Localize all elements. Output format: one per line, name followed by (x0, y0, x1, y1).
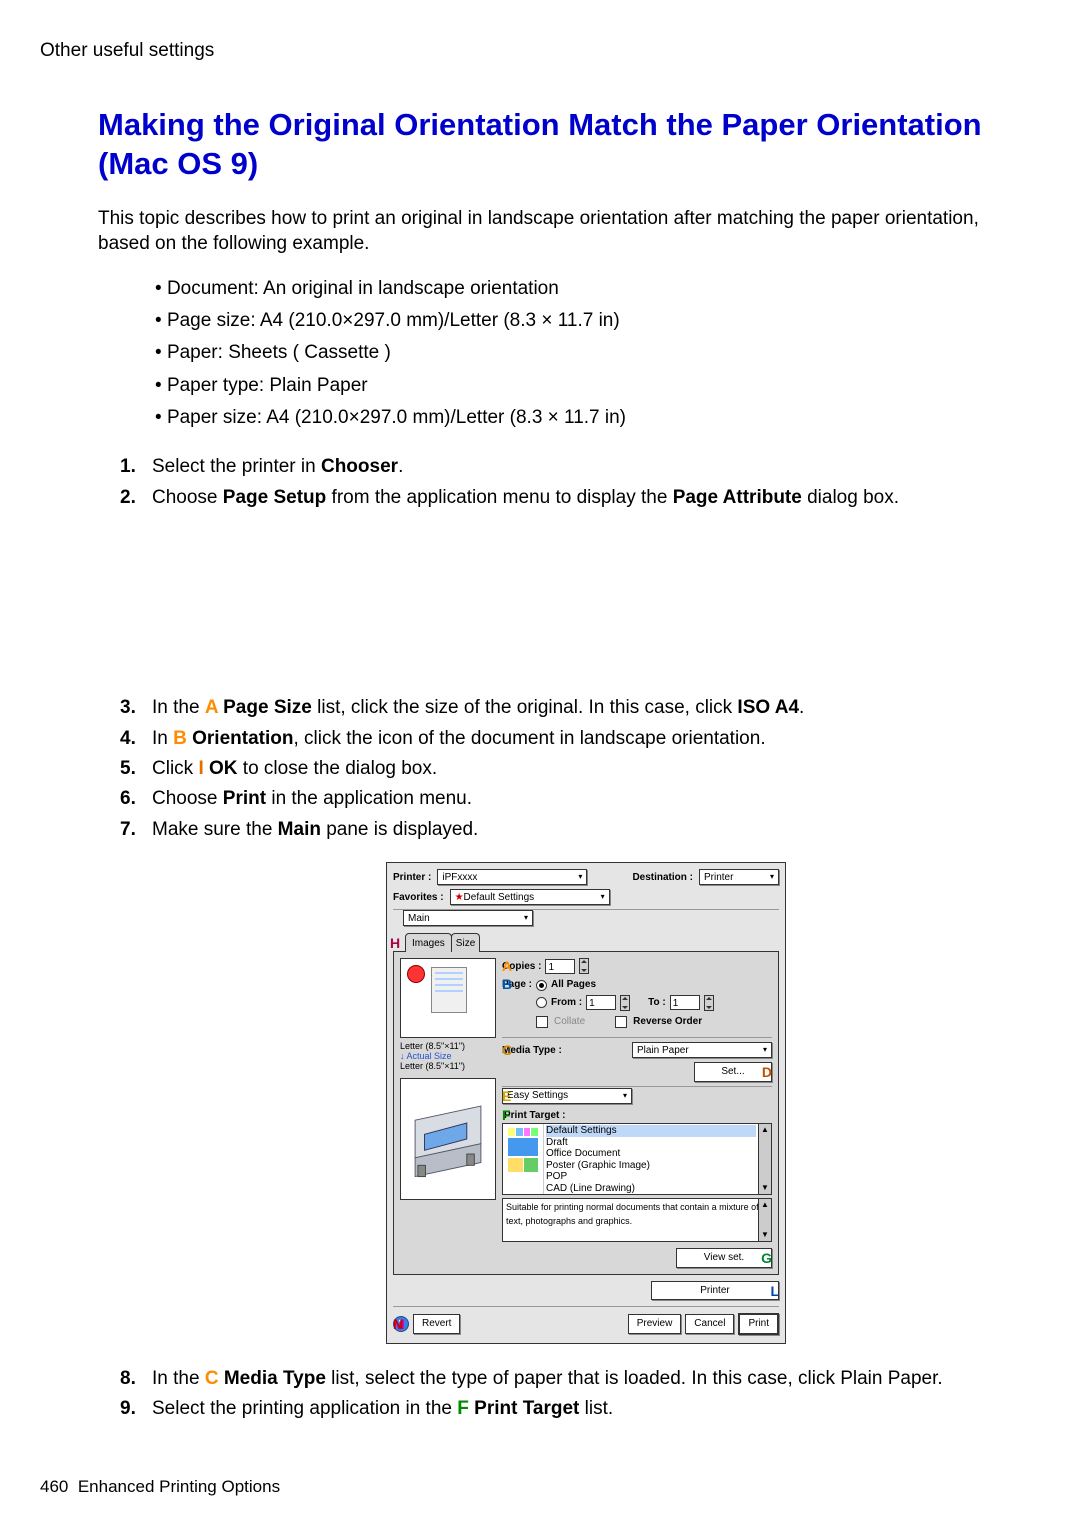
marker-F: F (457, 1398, 469, 1419)
help-text: Suitable for printing normal documents t… (502, 1198, 772, 1242)
tabs: H Images I Size (393, 934, 779, 952)
step-7: Make sure the Main pane is displayed. Pr… (120, 815, 1020, 1344)
destination-select[interactable]: Printer▾ (699, 869, 779, 885)
from-label: From : (551, 995, 582, 1011)
radio-from[interactable] (536, 997, 547, 1008)
step-1: Select the printer in Chooser. (120, 452, 1020, 481)
favorites-select[interactable]: ★ Default Settings▾ (450, 889, 610, 905)
pt-scroll[interactable]: ▲▼ (758, 1124, 771, 1194)
step-8: In the C Media Type list, select the typ… (120, 1364, 1020, 1393)
intro-text: This topic describes how to print an ori… (98, 206, 1020, 257)
bullet-paper: Paper: Sheets ( Cassette ) (155, 337, 1020, 369)
reverse-check[interactable] (615, 1016, 627, 1028)
viewset-button[interactable]: View set. (676, 1248, 772, 1268)
printer-image (400, 1078, 496, 1200)
step-6: Choose Print in the application menu. (120, 784, 1020, 813)
pane-select[interactable]: Main▾ (403, 910, 533, 926)
bullet-document: Document: An original in landscape orien… (155, 273, 1020, 305)
bullet-page-size: Page size: A4 (210.0×297.0 mm)/Letter (8… (155, 305, 1020, 337)
preview-column: Letter (8.5"×11") ↓ Actual Size Letter (… (400, 958, 496, 1268)
from-input[interactable]: 1 (586, 995, 616, 1010)
pt-item-default[interactable]: Default Settings (546, 1125, 756, 1137)
preview-info: Letter (8.5"×11") ↓ Actual Size Letter (… (400, 1042, 496, 1072)
marker-N-fig: N (393, 1317, 403, 1331)
marker-F-fig: F (502, 1108, 511, 1122)
pt-item-office[interactable]: Office Document (546, 1148, 756, 1160)
preview-box (400, 958, 496, 1038)
pt-item-cad[interactable]: CAD (Line Drawing) (546, 1183, 756, 1195)
print-button[interactable]: Print (738, 1313, 779, 1335)
bullet-paper-type: Paper type: Plain Paper (155, 370, 1020, 402)
to-label: To : (648, 995, 666, 1011)
collate-check[interactable] (536, 1016, 548, 1028)
step-2: Choose Page Setup from the application m… (120, 483, 1020, 692)
to-stepper[interactable] (704, 995, 714, 1011)
to-input[interactable]: 1 (670, 995, 700, 1010)
printer-button[interactable]: Printer (651, 1281, 779, 1301)
marker-B: B (173, 728, 187, 749)
pt-item-poster[interactable]: Poster (Graphic Image) (546, 1160, 756, 1172)
step-9: Select the printing application in the F… (120, 1394, 1020, 1423)
pt-item-draft[interactable]: Draft (546, 1137, 756, 1149)
favorites-label: Favorites : (393, 890, 444, 906)
print-target-list[interactable]: Default Settings Draft Office Document P… (502, 1123, 772, 1195)
radio-all-pages[interactable] (536, 980, 547, 991)
step-4: In B Orientation, click the icon of the … (120, 724, 1020, 753)
example-bullets: Document: An original in landscape orien… (155, 273, 1020, 434)
marker-E-fig: E (502, 1089, 511, 1103)
set-button[interactable]: Set... (694, 1062, 772, 1082)
header-path: Other useful settings (40, 40, 1020, 62)
page-number: 460 (40, 1477, 68, 1496)
collate-label: Collate (554, 1014, 585, 1030)
footer: 460 Enhanced Printing Options (40, 1477, 280, 1497)
cancel-button[interactable]: Cancel (685, 1314, 734, 1334)
marker-G-fig: G (761, 1251, 772, 1265)
document-page: Other useful settings Making the Origina… (0, 0, 1080, 1527)
tab-images[interactable]: Images (405, 933, 452, 953)
marker-A: A (205, 697, 218, 718)
marker-A-fig: A (502, 959, 512, 973)
pt-icon (503, 1124, 544, 1194)
tab-content: Letter (8.5"×11") ↓ Actual Size Letter (… (393, 951, 779, 1275)
page-title: Making the Original Orientation Match th… (98, 106, 1020, 184)
copies-input[interactable]: 1 (545, 959, 575, 974)
media-type-select[interactable]: Plain Paper▾ (632, 1042, 772, 1058)
help-scroll[interactable]: ▲▼ (758, 1199, 771, 1241)
printer-label: Printer : (393, 870, 431, 886)
marker-H: H (390, 936, 400, 950)
reverse-label: Reverse Order (633, 1014, 702, 1030)
destination-label: Destination : (632, 870, 693, 886)
print-target-label: Print Target : (504, 1110, 565, 1121)
marker-D-fig: D (762, 1065, 772, 1079)
pt-item-pop[interactable]: POP (546, 1171, 756, 1183)
print-dialog: Printer : iPFxxxx▾ Destination : Printer… (386, 862, 786, 1344)
marker-L-fig: L (770, 1284, 779, 1298)
marker-B-fig: B (502, 977, 512, 991)
footer-section: Enhanced Printing Options (78, 1477, 280, 1496)
marker-C-fig: C (502, 1043, 512, 1057)
all-pages-label: All Pages (551, 977, 596, 993)
easy-settings-select[interactable]: Easy Settings▾ (502, 1088, 632, 1104)
step-5: Click I OK to close the dialog box. (120, 754, 1020, 783)
printer-select[interactable]: iPFxxxx▾ (437, 869, 587, 885)
copies-stepper[interactable] (579, 958, 589, 974)
revert-button[interactable]: Revert (413, 1314, 460, 1334)
preview-button[interactable]: Preview (628, 1314, 682, 1334)
print-dialog-figure: Printer : iPFxxxx▾ Destination : Printer… (386, 862, 786, 1344)
figure-page-attribute-placeholder (152, 512, 1020, 692)
from-stepper[interactable] (620, 995, 630, 1011)
tab-size[interactable]: Size (451, 933, 480, 953)
marker-C: C (205, 1368, 219, 1389)
bullet-paper-size: Paper size: A4 (210.0×297.0 mm)/Letter (… (155, 402, 1020, 434)
step-3: In the A Page Size list, click the size … (120, 693, 1020, 722)
steps-list: Select the printer in Chooser. Choose Pa… (120, 452, 1020, 1423)
